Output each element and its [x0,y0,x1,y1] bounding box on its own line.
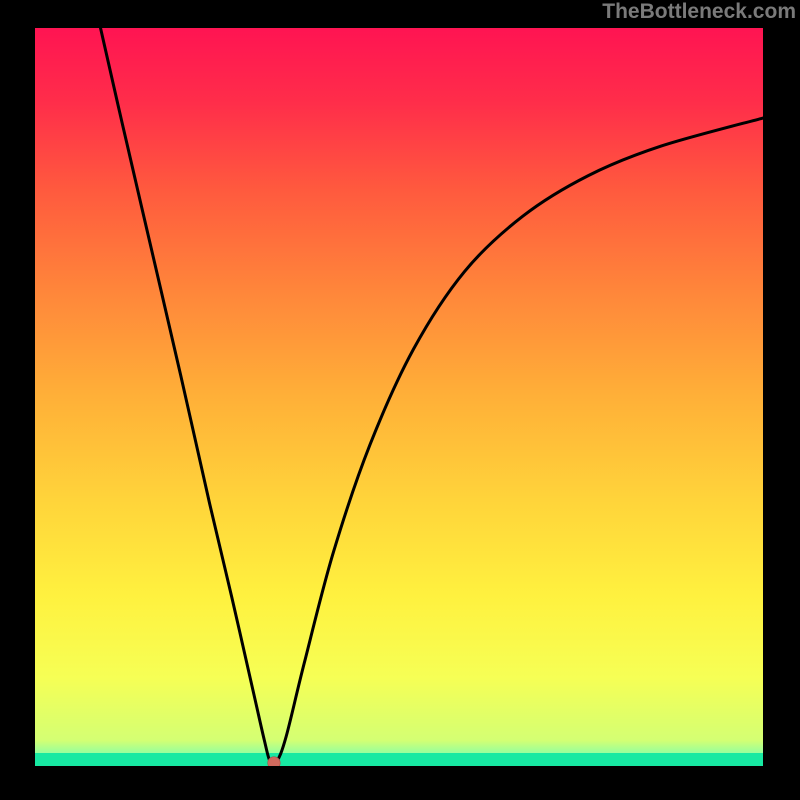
curve-layer [35,28,763,766]
plot-area [35,28,763,766]
chart-container: TheBottleneck.com [0,0,800,800]
bottleneck-curve [101,28,763,764]
watermark-text: TheBottleneck.com [602,0,796,24]
minimum-marker-dot [267,757,280,767]
